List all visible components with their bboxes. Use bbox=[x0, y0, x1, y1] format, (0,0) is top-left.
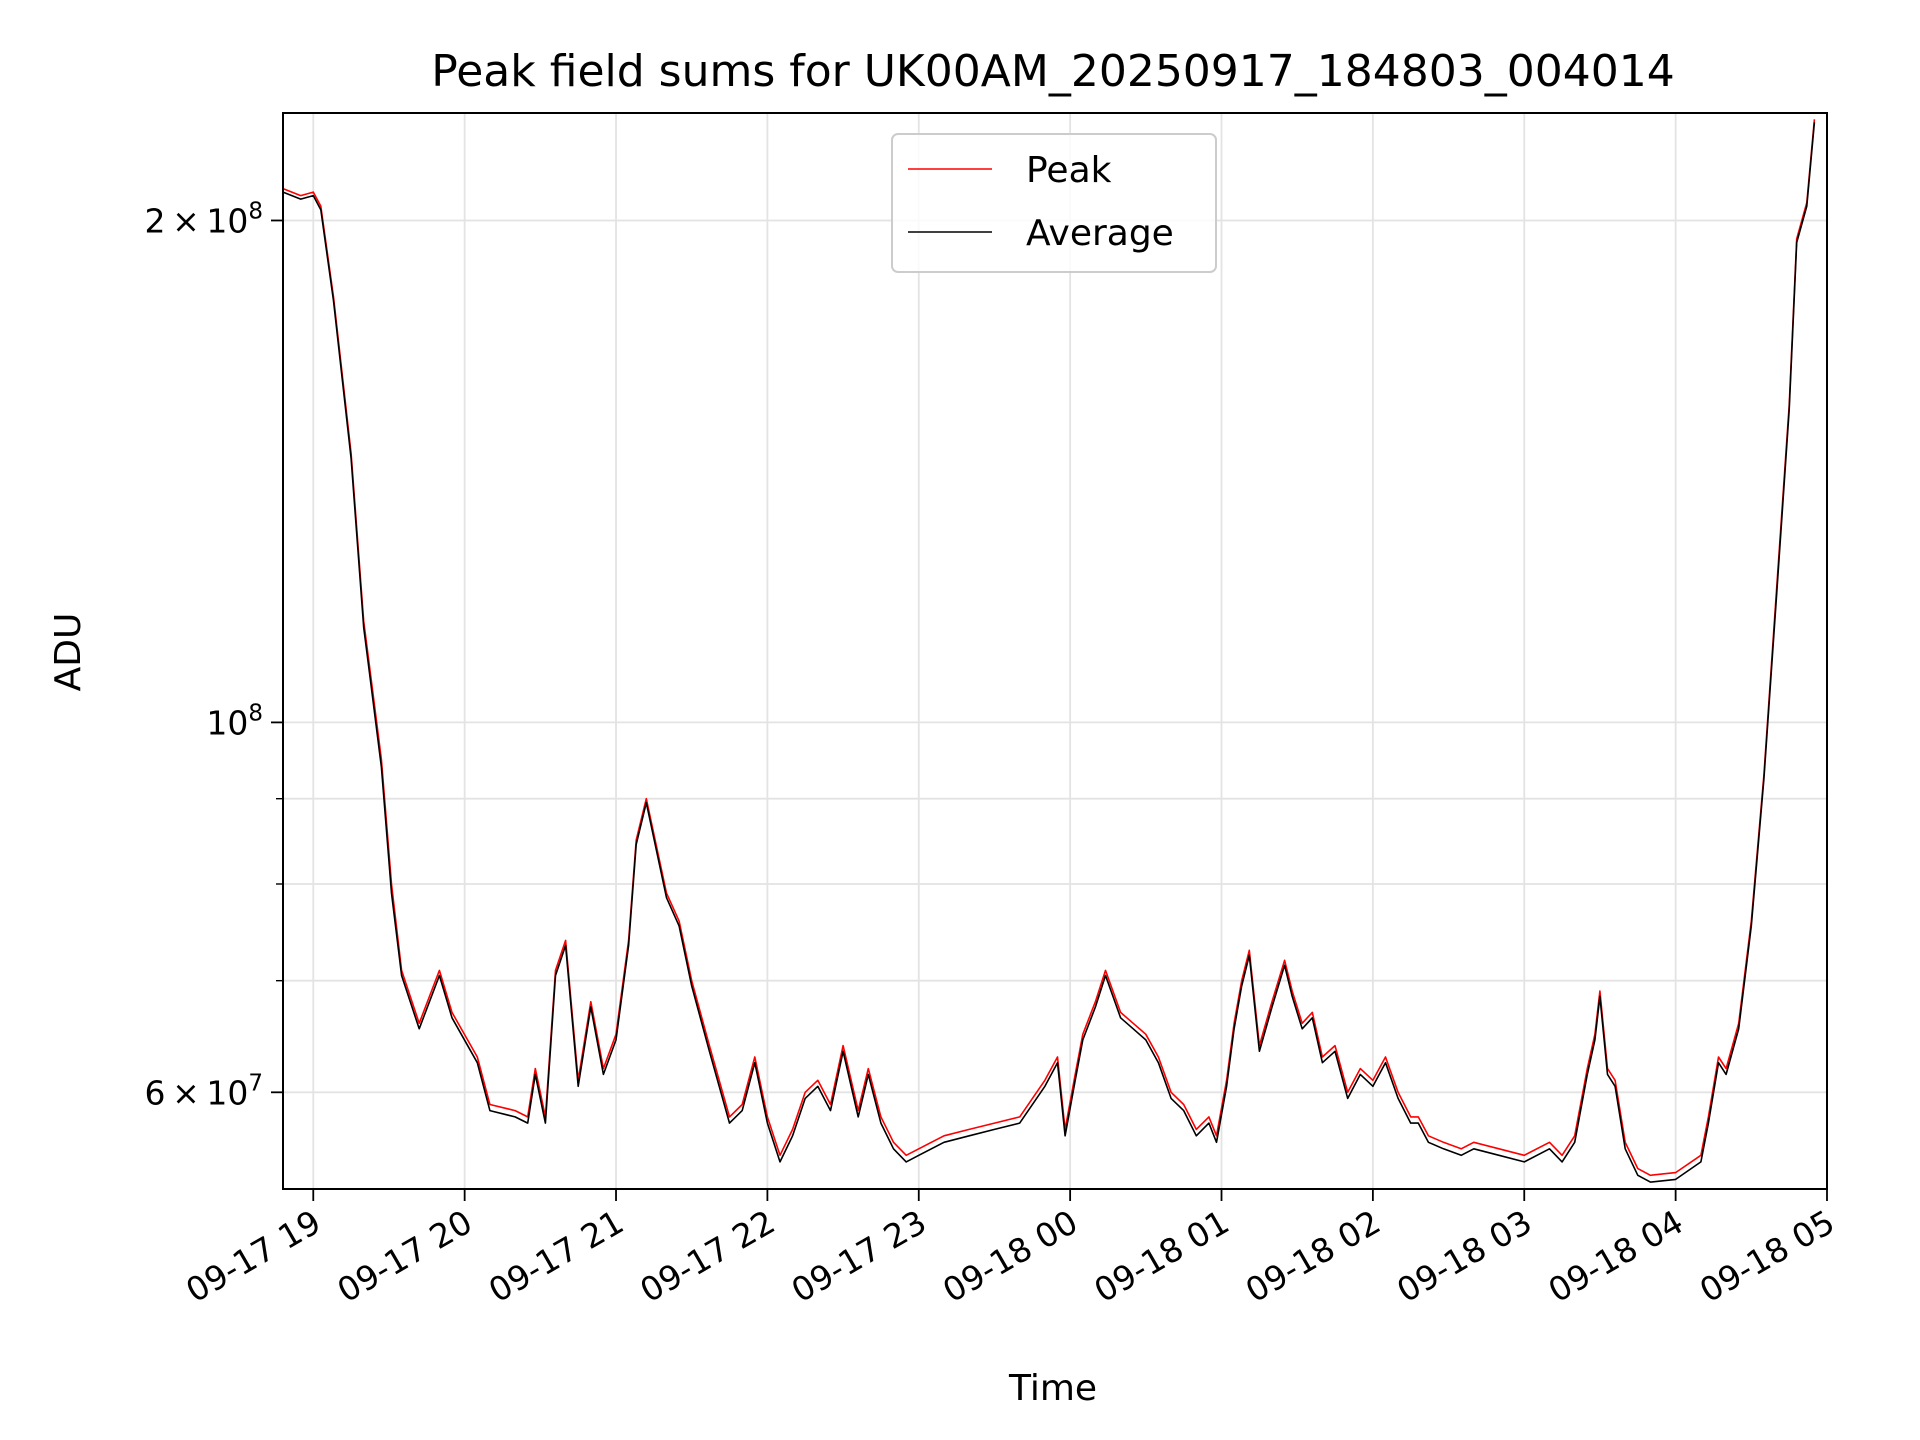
legend: Peak Average bbox=[891, 133, 1217, 273]
y-tick-label: 108 bbox=[206, 700, 263, 742]
y-axis-label: ADU bbox=[48, 613, 89, 692]
chart-title: Peak field sums for UK00AM_20250917_1848… bbox=[431, 46, 1674, 97]
y-axis: 2 × 108 108 6 × 107 bbox=[145, 198, 283, 1112]
plot-frame bbox=[282, 112, 1828, 1190]
legend-label-peak: Peak bbox=[1026, 150, 1112, 191]
legend-label-average: Average bbox=[1026, 213, 1174, 254]
y-tick-label: 6 × 107 bbox=[145, 1070, 263, 1112]
y-tick-label: 2 × 108 bbox=[145, 198, 263, 240]
x-axis-label: Time bbox=[1008, 1368, 1097, 1409]
series-line-average bbox=[282, 122, 1816, 1183]
series-layer bbox=[282, 119, 1816, 1183]
